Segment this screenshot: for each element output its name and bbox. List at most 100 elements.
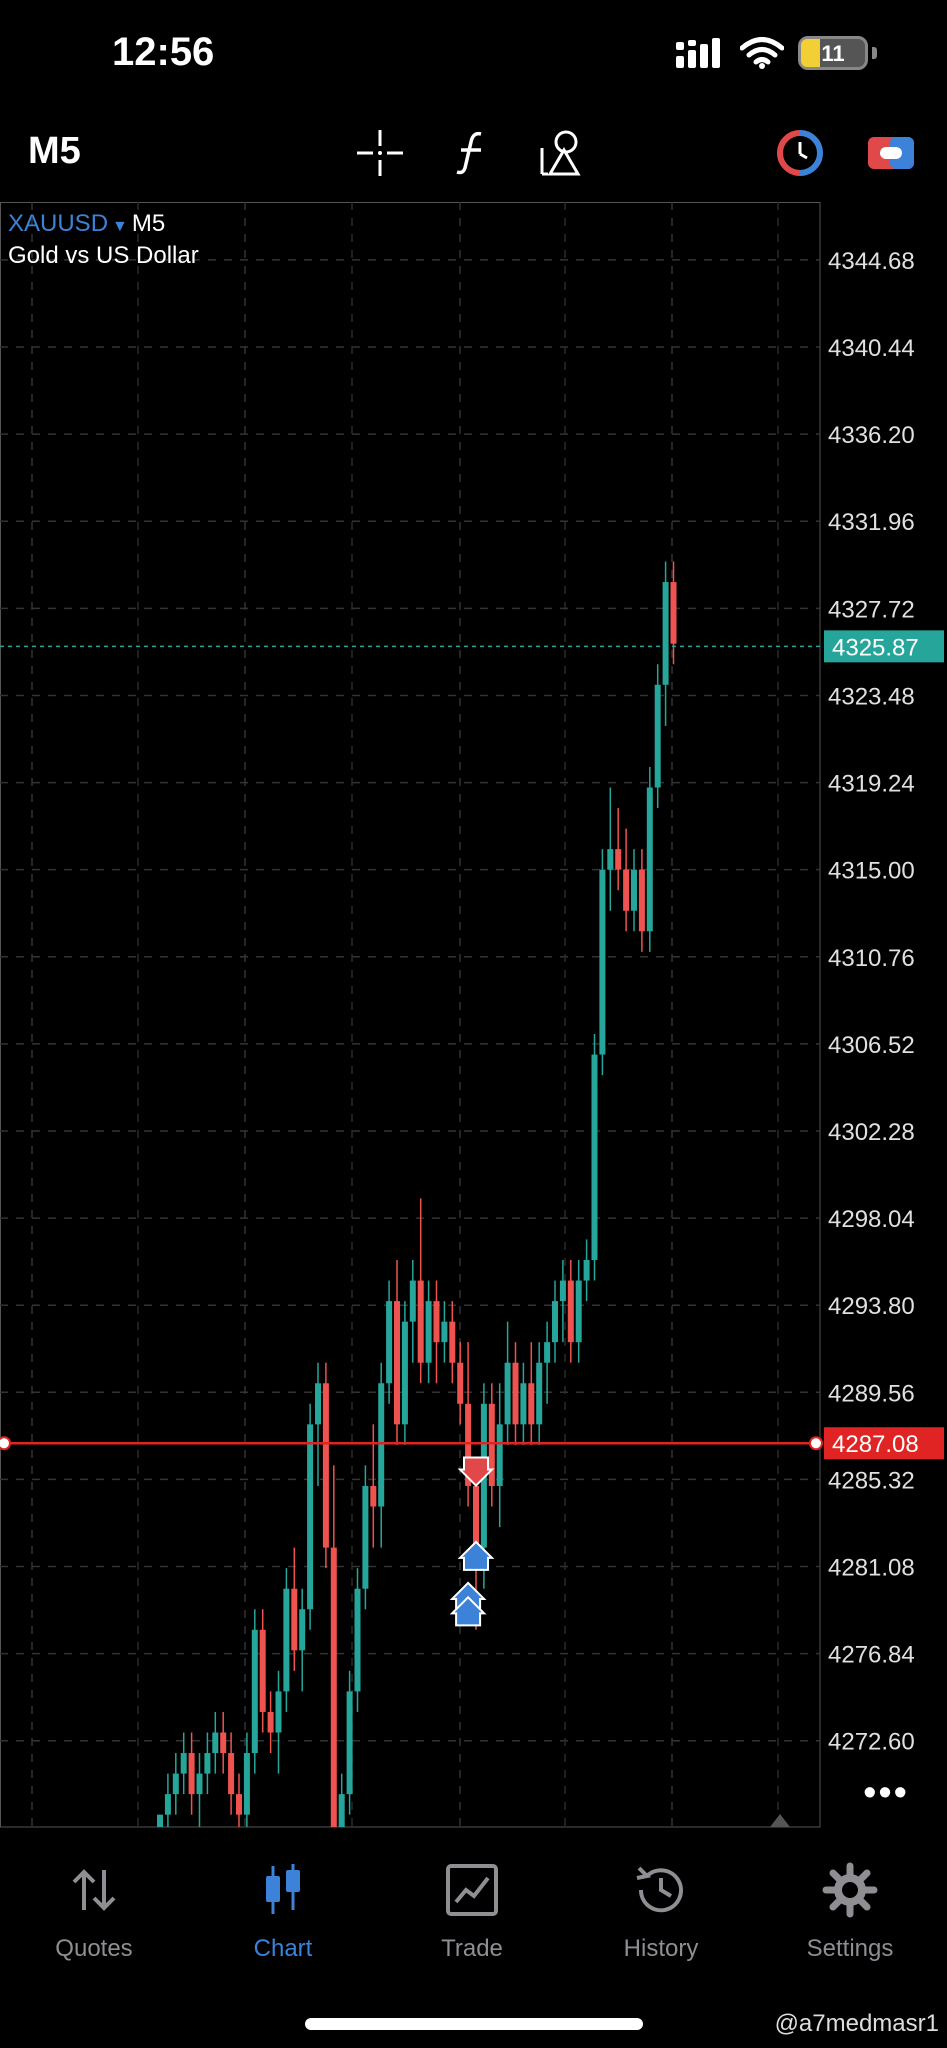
y-tick-label: 4319.24 xyxy=(828,771,915,798)
candle-body xyxy=(583,1259,590,1281)
candle-body xyxy=(591,1054,598,1260)
nav-chart-label: Chart xyxy=(253,1935,313,1962)
nav-history[interactable]: History xyxy=(581,1860,741,1963)
y-tick-label: 4289.56 xyxy=(828,1380,915,1407)
candle-body xyxy=(552,1301,558,1343)
y-tick-label: 4310.76 xyxy=(828,945,915,972)
battery-level: 11 xyxy=(821,41,845,66)
y-tick-label: 4315.00 xyxy=(828,858,915,885)
nav-settings[interactable]: Settings xyxy=(770,1860,930,1963)
candle-body xyxy=(496,1424,503,1486)
y-tick-label: 4293.80 xyxy=(828,1293,915,1320)
candle-body xyxy=(172,1773,179,1795)
candle-body xyxy=(559,1280,566,1302)
candle-body xyxy=(488,1403,495,1486)
candle-body xyxy=(212,1732,219,1754)
candle-body xyxy=(157,1814,163,1827)
candle-body xyxy=(338,1794,345,1827)
symbol-name: XAUUSD xyxy=(8,210,109,237)
settings-gear-icon xyxy=(822,1862,878,1918)
y-tick-label: 4272.60 xyxy=(828,1729,915,1756)
candle-body xyxy=(275,1691,282,1733)
candle-body xyxy=(441,1321,448,1343)
more-dots-icon[interactable]: ••• xyxy=(863,1772,909,1814)
home-indicator[interactable] xyxy=(305,2018,643,2030)
battery-icon: 11 xyxy=(798,36,868,70)
candle-body xyxy=(283,1588,290,1692)
candle-body xyxy=(473,1485,479,1548)
objects-icon[interactable] xyxy=(538,128,588,178)
bid-price-label: 4325.87 xyxy=(832,634,919,661)
candle-body xyxy=(204,1753,211,1774)
nav-history-label: History xyxy=(623,1935,699,1962)
cellular-signal-icon xyxy=(676,38,720,68)
status-time: 12:56 xyxy=(112,30,215,74)
y-tick-label: 4340.44 xyxy=(828,335,915,362)
candle-body xyxy=(544,1342,551,1363)
candle-body xyxy=(607,849,614,870)
candle-body xyxy=(536,1362,543,1425)
trade-price-label: 4287.08 xyxy=(832,1431,919,1458)
y-tick-label: 4344.68 xyxy=(828,248,915,275)
candle-body xyxy=(378,1383,385,1507)
trade-line-handle xyxy=(0,1436,11,1451)
candle-body xyxy=(180,1753,187,1774)
candlestick-chart[interactable]: 4344.68 4340.44 4336.20 4331.96 4327.72 4323.… xyxy=(0,202,947,1832)
candle-body xyxy=(654,684,661,788)
candle-body xyxy=(433,1301,440,1343)
y-tick-label: 4331.96 xyxy=(828,509,915,536)
indicator-f-icon[interactable] xyxy=(447,128,497,178)
symbol-dropdown-icon: ▼ xyxy=(112,218,128,235)
status-icons: 11 xyxy=(676,36,877,70)
scroll-end-icon xyxy=(770,1814,790,1827)
one-click-trading-icon[interactable] xyxy=(775,128,825,178)
account-icon[interactable] xyxy=(866,128,916,178)
candle-body xyxy=(670,582,677,644)
candle-body xyxy=(243,1753,250,1815)
chart-area[interactable]: 4344.68 4340.44 4336.20 4331.96 4327.72 4323.… xyxy=(0,202,947,1832)
timeframe-button[interactable]: M5 xyxy=(28,130,81,172)
nav-trade[interactable]: Trade xyxy=(392,1860,552,1963)
nav-settings-label: Settings xyxy=(806,1935,894,1962)
candle-body xyxy=(449,1321,456,1363)
candle-body xyxy=(196,1773,203,1795)
candle-body xyxy=(457,1362,464,1404)
wifi-icon xyxy=(740,37,784,69)
symbol-label[interactable]: XAUUSD ▼ M5 xyxy=(8,210,165,238)
buy-arrow-icon xyxy=(457,1540,495,1571)
candle-body xyxy=(394,1301,400,1425)
candle-body xyxy=(251,1629,258,1754)
candle-body xyxy=(409,1280,416,1322)
y-tick-label: 4323.48 xyxy=(828,683,915,710)
candle-body xyxy=(346,1691,353,1795)
candle-body xyxy=(528,1383,535,1425)
candle-body xyxy=(291,1588,298,1651)
candle-body xyxy=(425,1301,432,1363)
bid-price-badge xyxy=(824,630,944,663)
candle-body xyxy=(236,1794,242,1815)
candle-body xyxy=(646,787,653,932)
nav-quotes[interactable]: Quotes xyxy=(14,1860,174,1963)
candle-body xyxy=(330,1547,337,1827)
trade-chart-icon xyxy=(446,1864,498,1916)
candle-body xyxy=(188,1753,195,1795)
nav-chart[interactable]: Chart xyxy=(203,1860,363,1963)
candle-body xyxy=(623,869,630,911)
candle-body xyxy=(370,1485,377,1507)
candle-body xyxy=(401,1321,408,1425)
candle-body xyxy=(322,1383,329,1548)
candle-body xyxy=(512,1362,519,1425)
crosshair-icon[interactable] xyxy=(355,128,405,178)
bottom-nav: Quotes Chart Trade History xyxy=(0,1860,947,1980)
y-tick-label: 4276.84 xyxy=(828,1642,915,1669)
candles-group xyxy=(157,561,677,1827)
sell-arrow-icon xyxy=(457,1456,495,1487)
y-tick-label: 4298.04 xyxy=(828,1206,915,1233)
candle-body xyxy=(504,1362,511,1425)
trade-line-handle xyxy=(809,1436,823,1451)
candle-body xyxy=(417,1280,424,1363)
candle-body xyxy=(465,1403,472,1486)
nav-quotes-label: Quotes xyxy=(55,1935,133,1962)
y-tick-label: 4302.28 xyxy=(828,1119,915,1146)
candle-body xyxy=(164,1794,171,1815)
